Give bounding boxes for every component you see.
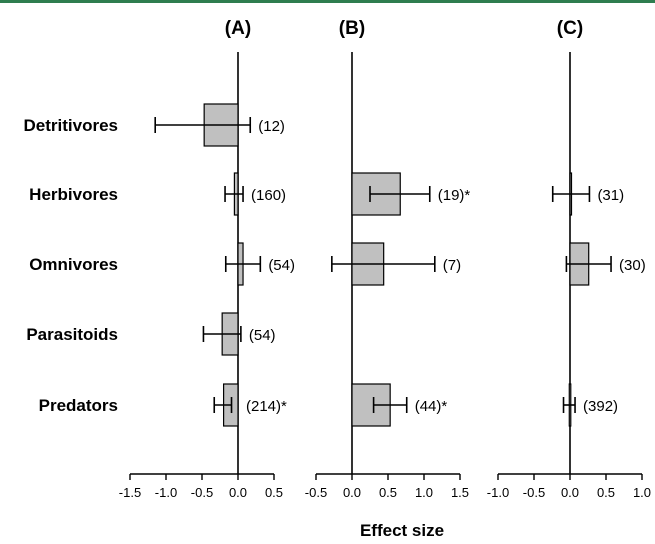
panel-b-tick-label-0: -0.5: [305, 485, 327, 500]
category-label-herbivores: Herbivores: [29, 185, 118, 204]
panel-b-tick-label-3: 1.0: [415, 485, 433, 500]
category-label-parasitoids: Parasitoids: [26, 325, 118, 344]
panel-a-n-label-omnivores: (54): [268, 257, 295, 274]
panel-a-tick-label-1: -1.0: [155, 485, 177, 500]
panel-a-tick-label-4: 0.5: [265, 485, 283, 500]
panel-c-n-label-omnivores: (30): [619, 257, 646, 274]
panel-c-tick-label-0: -1.0: [487, 485, 509, 500]
x-axis-title: Effect size: [360, 521, 444, 540]
panel-a-n-label-predators: (214)*: [246, 398, 287, 415]
panel-b-tick-label-4: 1.5: [451, 485, 469, 500]
panel-c-tick-label-1: -0.5: [523, 485, 545, 500]
panel-a-tick-label-0: -1.5: [119, 485, 141, 500]
category-label-predators: Predators: [39, 396, 118, 415]
panel-a-n-label-herbivores: (160): [251, 187, 286, 204]
top-rule: [0, 0, 655, 3]
panel-a-n-label-detritivores: (12): [258, 118, 285, 135]
panel-c-tick-label-2: 0.0: [561, 485, 579, 500]
category-label-omnivores: Omnivores: [29, 255, 118, 274]
panel-c-n-label-herbivores: (31): [597, 187, 624, 204]
panel-c-title: (C): [557, 18, 583, 39]
category-label-detritivores: Detritivores: [24, 116, 118, 135]
panel-c-n-label-predators: (392): [583, 398, 618, 415]
panel-a-n-label-parasitoids: (54): [249, 327, 276, 344]
panel-b-title: (B): [339, 18, 365, 39]
panel-b-n-label-omnivores: (7): [443, 257, 461, 274]
panel-a-title: (A): [225, 18, 251, 39]
panel-a-tick-label-3: 0.0: [229, 485, 247, 500]
panel-c-tick-label-4: 1.0: [633, 485, 651, 500]
panel-a-tick-label-2: -0.5: [191, 485, 213, 500]
panel-b-n-label-herbivores: (19)*: [438, 187, 471, 204]
panel-b-tick-label-1: 0.0: [343, 485, 361, 500]
panel-b-tick-label-2: 0.5: [379, 485, 397, 500]
panel-b-n-label-predators: (44)*: [415, 398, 448, 415]
panel-c-tick-label-3: 0.5: [597, 485, 615, 500]
